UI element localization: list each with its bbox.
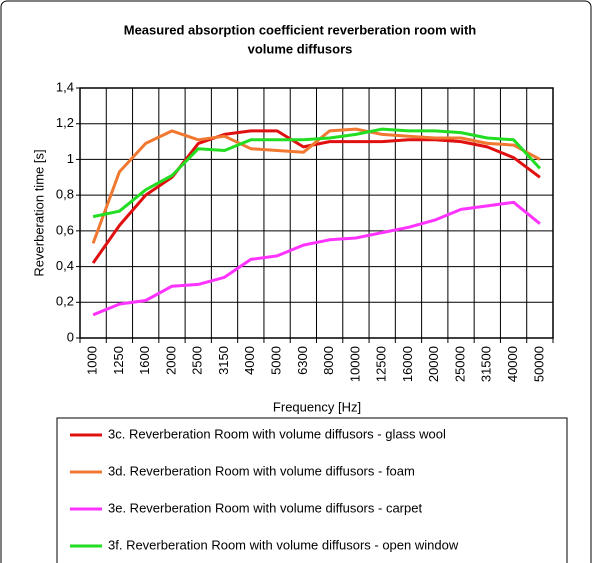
x-tick-label: 12500 xyxy=(374,346,389,382)
y-tick-label: 0 xyxy=(67,329,74,344)
x-tick-label: 2500 xyxy=(190,346,205,375)
y-tick-label: 0,4 xyxy=(56,258,74,273)
y-tick-label: 0,2 xyxy=(56,294,74,309)
legend-label: 3c. Reverberation Room with volume diffu… xyxy=(108,426,446,441)
y-tick-label: 0,8 xyxy=(56,187,74,202)
chart-title: Measured absorption coefficient reverber… xyxy=(124,22,477,37)
x-tick-label: 5000 xyxy=(269,346,284,375)
x-tick-label: 10000 xyxy=(347,346,362,382)
x-tick-label: 16000 xyxy=(400,346,415,382)
legend xyxy=(56,417,568,563)
y-tick-label: 1 xyxy=(67,151,74,166)
x-tick-label: 40000 xyxy=(505,346,520,382)
x-axis-label: Frequency [Hz] xyxy=(273,399,361,414)
x-tick-label: 3150 xyxy=(216,346,231,375)
x-tick-label: 50000 xyxy=(531,346,546,382)
legend-label: 3d. Reverberation Room with volume diffu… xyxy=(108,463,415,478)
x-tick-label: 1250 xyxy=(111,346,126,375)
x-tick-label: 25000 xyxy=(452,346,467,382)
x-tick-label: 8000 xyxy=(321,346,336,375)
legend-label: 3f. Reverberation Room with volume diffu… xyxy=(108,537,459,552)
y-tick-label: 1,4 xyxy=(56,79,74,94)
chart-title: volume diffusors xyxy=(248,41,353,56)
series-line xyxy=(91,127,541,244)
x-tick-label: 31500 xyxy=(479,346,494,382)
x-tick-label: 2000 xyxy=(163,346,178,375)
x-tick-label: 4000 xyxy=(242,346,257,375)
plot-border xyxy=(79,87,554,339)
series-line xyxy=(91,129,541,264)
x-tick-label: 1600 xyxy=(137,346,152,375)
series-line xyxy=(92,127,542,219)
legend-label: 3e. Reverberation Room with volume diffu… xyxy=(108,500,422,515)
x-tick-label: 6300 xyxy=(295,346,310,375)
x-tick-label: 1000 xyxy=(85,346,100,375)
y-axis-label: Reverberation time [s] xyxy=(31,149,46,276)
x-tick-label: 20000 xyxy=(426,346,441,382)
series-line xyxy=(92,200,541,317)
y-tick-label: 1,2 xyxy=(56,115,74,130)
y-tick-label: 0,6 xyxy=(56,222,74,237)
